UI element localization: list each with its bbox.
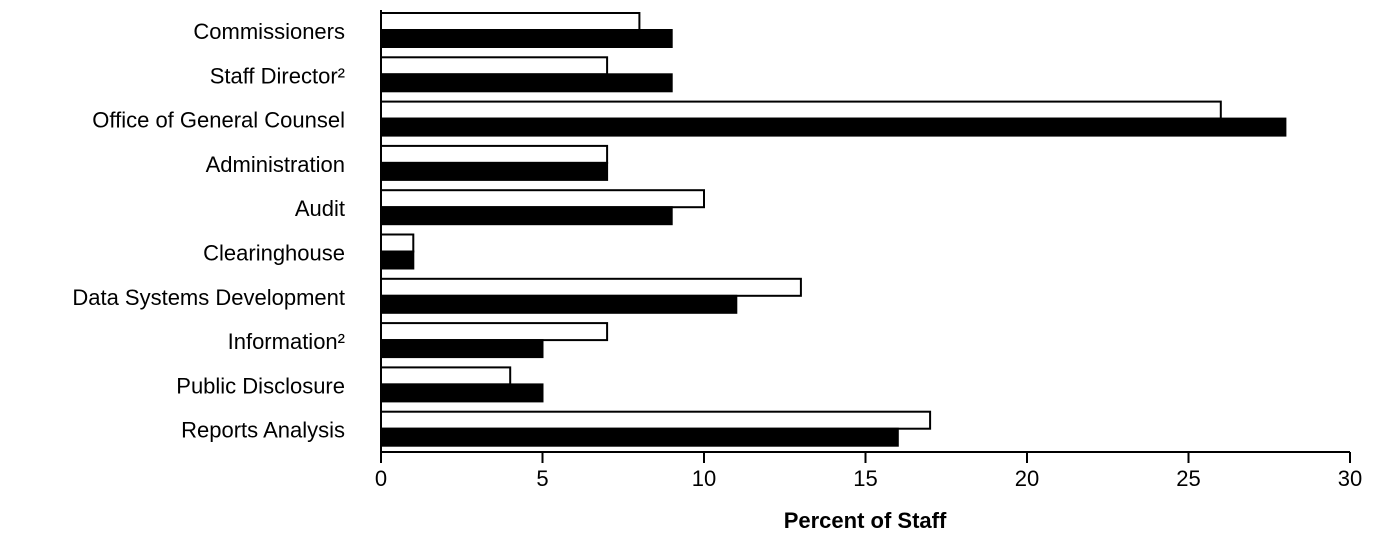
category-label: Clearinghouse [203,241,345,266]
bar-black [380,250,415,270]
bar-black [380,383,544,403]
bar-black [380,117,1287,137]
category-label: Audit [295,196,345,221]
category-label: Data Systems Development [72,285,345,310]
x-ticks: 0 5 10 15 20 25 30 [375,452,1362,491]
x-tick-label: 25 [1176,466,1200,491]
bar-black [380,427,899,447]
bar-white [380,233,415,253]
x-axis-title: Percent of Staff [784,508,947,533]
bar-white [380,277,802,297]
bar-black [380,73,673,93]
bars-layer [380,12,1287,447]
bar-white [380,144,609,164]
bar-white [380,410,932,430]
x-tick-label: 10 [692,466,716,491]
category-label: Office of General Counsel [92,108,345,133]
category-label: Commissioners [193,19,345,44]
bar-white [380,189,705,209]
category-label: Administration [206,152,345,177]
category-label: Staff Director² [210,63,345,88]
bar-white [380,12,641,31]
bar-white [380,366,512,386]
x-tick-label: 0 [375,466,387,491]
bar-black [380,294,738,314]
bar-white [380,100,1222,120]
category-label: Public Disclosure [176,373,345,398]
x-tick-label: 5 [536,466,548,491]
category-label: Reports Analysis [181,418,345,443]
bar-white [380,56,609,76]
x-tick-label: 30 [1338,466,1362,491]
bar-black [380,161,609,181]
x-tick-label: 20 [1015,466,1039,491]
category-label: Information² [228,329,345,354]
category-labels: Commissioners Staff Director² Office of Ge… [72,19,345,443]
bar-black [380,206,673,226]
bar-black [380,339,544,359]
x-tick-label: 15 [853,466,877,491]
bar-white [380,322,609,342]
bar-black [380,29,673,48]
